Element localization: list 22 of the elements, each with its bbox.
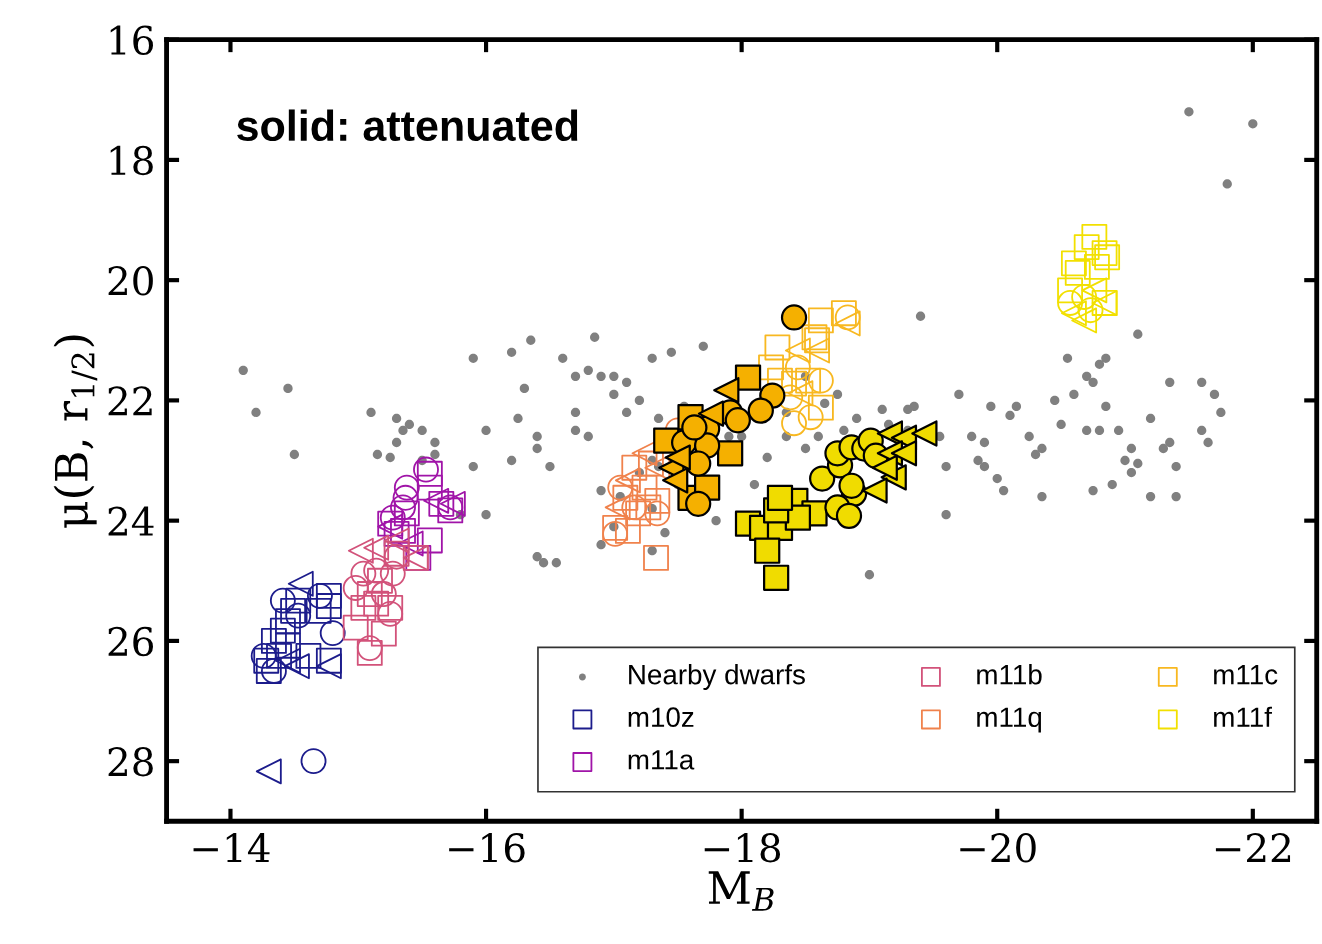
legend-label: m11a [628, 750, 695, 770]
legend-label: m11q [977, 707, 1042, 733]
x-tick-label: −20 [960, 833, 1036, 863]
legend-label: m11c [1214, 665, 1278, 685]
x-tick-label: −14 [193, 833, 270, 862]
legend-label: Nearby dwarfs [629, 664, 805, 690]
x-tick-label: −22 [1215, 833, 1291, 862]
legend-label: m10z [628, 707, 694, 728]
x-tick-label: −18 [704, 833, 781, 863]
y-tick-label: 16 [110, 25, 154, 55]
x-axis-title: M$_{B}$ [708, 871, 774, 911]
y-tick-label: 22 [108, 386, 152, 416]
x-tick-label: −16 [449, 833, 525, 863]
y-tick-label: 18 [110, 145, 153, 176]
annotation: solid: attenuated [237, 109, 578, 142]
legend-label: m11f [1214, 706, 1272, 727]
y-tick-label: 24 [108, 506, 154, 536]
y-tick-label: 28 [108, 747, 153, 777]
y-tick-label: 26 [108, 626, 154, 657]
y-axis-title: μ(B, r$_{1/2}$) [53, 335, 98, 528]
legend-label: m11b [977, 664, 1042, 685]
y-tick-label: 20 [108, 266, 153, 296]
